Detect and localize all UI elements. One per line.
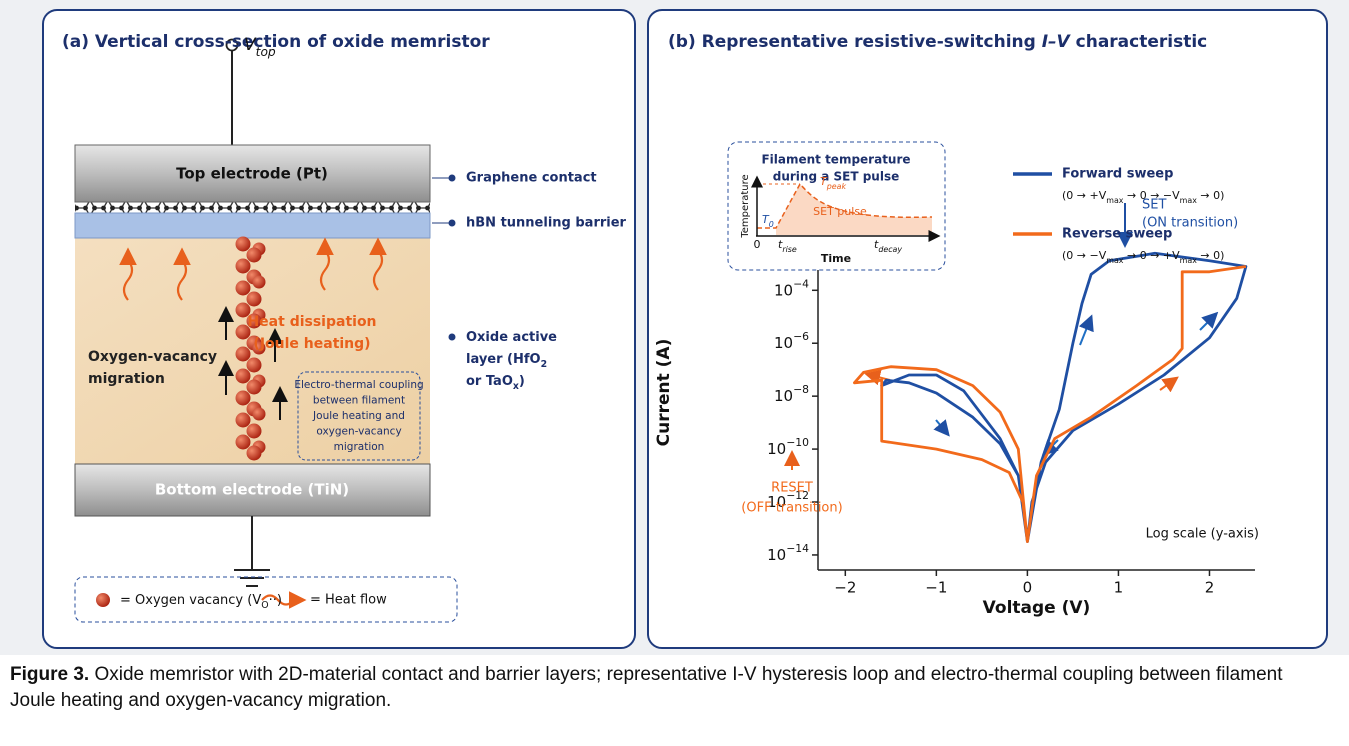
migration-label: Oxygen-vacancy (88, 349, 217, 365)
y-tick-label-part: 10 (774, 334, 793, 352)
caption-label: Figure 3. (10, 664, 89, 685)
vacancy (236, 413, 251, 428)
page: (a) Vertical cross-section of oxide memr… (0, 0, 1349, 746)
x-tick-label: −1 (925, 579, 947, 597)
vacancy (236, 237, 251, 252)
layer-label-part: or TaO (466, 374, 513, 389)
note-line: Electro-thermal coupling (294, 379, 423, 391)
legend-description-part: max (1106, 196, 1124, 205)
inset-y-label: Temperature (740, 174, 751, 238)
caption-text: Oxide memristor with 2D-material contact… (10, 664, 1283, 711)
scale-note: Log scale (y-axis) (1146, 527, 1259, 542)
chart-title-part: (b) Representative resistive-switching (668, 32, 1042, 52)
y-tick-label-part: 10 (774, 281, 793, 299)
legend-label-part: = Oxygen vacancy (V (120, 593, 261, 608)
y-tick-label-part: −8 (793, 383, 809, 396)
inset-pulse: SET pulse (813, 205, 867, 218)
vacancy (236, 369, 251, 384)
y-tick-label-part: −14 (786, 541, 809, 554)
x-tick-label: 1 (1114, 579, 1124, 597)
legend-description-part: → 0) (1197, 189, 1225, 202)
legend-label-part: ··) (269, 593, 282, 608)
inset-t0-part: 0 (769, 220, 774, 229)
figure: (a) Vertical cross-section of oxide memr… (0, 0, 1349, 655)
layer-label: hBN tunneling barrier (466, 216, 627, 231)
hbn-layer (75, 213, 430, 238)
chart-title-part: characteristic (1070, 32, 1208, 52)
chart-title-part: I–V (1042, 32, 1072, 52)
set-label: SET (1142, 198, 1166, 213)
set-label: (ON transition) (1142, 216, 1238, 231)
layer-label: Top electrode (Pt) (176, 165, 328, 183)
vacancy (247, 292, 262, 307)
legend-description-part: (0 → +V (1062, 189, 1107, 202)
vacancy (247, 380, 262, 395)
legend-description-part: → 0) (1197, 249, 1225, 262)
caption: Figure 3. Oxide memristor with 2D-materi… (10, 662, 1330, 714)
vacancy (247, 424, 262, 439)
migration-label: migration (88, 371, 165, 387)
inset-tpeak-part: peak (826, 182, 847, 191)
heat-label: (Joule heating) (253, 336, 370, 352)
vacancy (236, 391, 251, 406)
y-tick-label-part: 10 (767, 545, 786, 563)
x-axis-label: Voltage (V) (983, 598, 1091, 618)
reset-label: RESET (771, 481, 813, 496)
reset-label: (OFF transition) (741, 501, 842, 516)
inset-trise-part: rise (782, 245, 797, 254)
layer-label-part: ) (519, 374, 525, 389)
note-line: migration (334, 441, 385, 453)
legend-label-part: O (261, 600, 268, 611)
inset-x-label: Time (821, 252, 851, 265)
terminal-label-part: top (256, 45, 276, 59)
vacancy (253, 276, 266, 289)
legend-description-part: → 0 → +V (1123, 249, 1180, 262)
y-tick-label-part: 10 (767, 440, 786, 458)
chart-title: (b) Representative resistive-switching I… (668, 32, 1207, 52)
legend-description-part: max (1180, 196, 1198, 205)
layer-label-part: layer (HfO (466, 352, 541, 367)
inset-origin: 0 (754, 238, 761, 251)
y-tick-label-part: −6 (793, 330, 809, 343)
legend-label: Forward sweep (1062, 167, 1173, 182)
y-tick-label-part: 10 (774, 387, 793, 405)
y-axis-label: Current (A) (654, 339, 674, 447)
legend-label: = Heat flow (310, 593, 387, 608)
legend-vacancy-icon (96, 593, 110, 607)
vacancy (236, 281, 251, 296)
x-tick-label: 0 (1023, 579, 1033, 597)
note-line: oxygen-vacancy (316, 426, 401, 438)
legend-description-part: max (1106, 256, 1124, 265)
layer-label: Graphene contact (466, 171, 597, 186)
x-tick-label: 2 (1205, 579, 1215, 597)
panel-title: (a) Vertical cross-section of oxide memr… (62, 32, 490, 52)
layer-label-part: 2 (541, 359, 548, 370)
y-tick-label-part: −10 (786, 436, 809, 449)
panel-frame (648, 10, 1327, 648)
note-line: between filament (313, 395, 405, 407)
legend-description-part: (0 → −V (1062, 249, 1107, 262)
vacancy (236, 435, 251, 450)
y-tick-label-part: −4 (793, 277, 809, 290)
vacancy (253, 408, 266, 421)
vacancy (247, 446, 262, 461)
vacancy (236, 347, 251, 362)
layer-label: Bottom electrode (TiN) (155, 481, 349, 499)
vacancy (236, 259, 251, 274)
heat-label: Heat dissipation (247, 314, 376, 330)
figure-canvas: (a) Vertical cross-section of oxide memr… (0, 0, 1349, 655)
layer-label: Oxide active (466, 330, 557, 345)
inset-tdecay-part: decay (878, 245, 902, 254)
vacancy (247, 248, 262, 263)
vacancy (247, 358, 262, 373)
layer-label-part: Oxide active (466, 330, 557, 345)
inset-title: Filament temperature (761, 153, 910, 167)
legend-description-part: max (1180, 256, 1198, 265)
x-tick-label: −2 (834, 579, 856, 597)
note-line: Joule heating and (312, 410, 405, 422)
